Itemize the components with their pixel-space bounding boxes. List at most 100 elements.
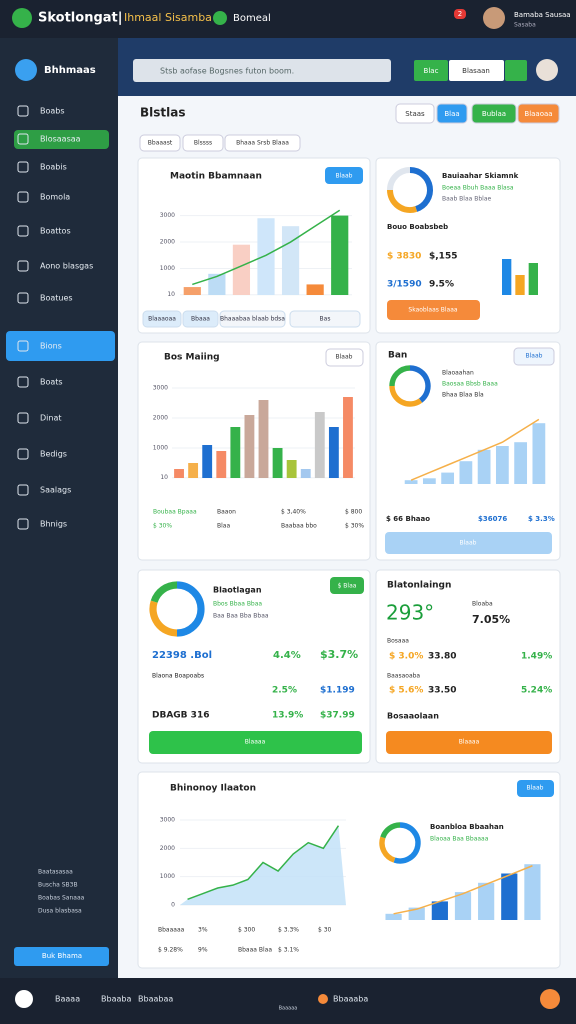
card-button[interactable]	[513, 347, 555, 366]
y-tick-label: 2000	[153, 415, 168, 422]
nav-icon	[17, 518, 29, 530]
bar	[524, 864, 541, 920]
card-button[interactable]	[149, 731, 362, 754]
legend-item: 3%	[198, 927, 208, 934]
bar	[183, 287, 201, 295]
page-button[interactable]	[395, 103, 435, 124]
tab[interactable]	[182, 134, 224, 152]
bottom-item: Baaaa	[55, 995, 80, 1004]
card-line: Bloaba	[472, 601, 493, 608]
sidebar-button[interactable]	[14, 947, 109, 966]
y-tick-label: 10	[160, 474, 168, 481]
nav-item: Boabs	[40, 107, 65, 116]
bar	[501, 873, 518, 920]
filter-button[interactable]	[449, 60, 504, 81]
flag-button[interactable]	[505, 60, 527, 81]
sub-tab[interactable]	[219, 310, 286, 328]
sub-tab[interactable]	[182, 310, 219, 328]
sidebar-button-label: Buk Bhama	[42, 952, 82, 960]
card-title: Bos Maiing	[164, 353, 220, 363]
card-button[interactable]	[325, 167, 363, 184]
nav-icon	[17, 376, 29, 388]
nav-item: Blosaasaa	[40, 135, 81, 144]
sub-tab[interactable]	[142, 310, 182, 328]
line	[192, 209, 341, 286]
tab[interactable]	[139, 134, 181, 152]
card-line: Baosaa Bbsb Baaa	[442, 381, 498, 388]
stat: 33.80	[428, 652, 456, 662]
bar	[286, 460, 297, 478]
y-tick-label: 3000	[160, 817, 175, 824]
donut-slice	[409, 365, 431, 403]
legend-item: $ 30%	[345, 523, 364, 530]
stat: 3/1590	[387, 280, 422, 290]
card-line: Blaoaahan	[442, 370, 474, 377]
card-button[interactable]	[385, 532, 552, 554]
bottom-icon	[15, 990, 33, 1008]
nav-icon	[17, 412, 29, 424]
y-tick-label: 0	[171, 902, 175, 909]
donut-slice	[409, 167, 433, 212]
card-line: Boeaa Bbuh Baaa Blasa	[442, 185, 514, 192]
tagline: Ihmaal Sisamba	[124, 11, 212, 24]
nav-icon	[17, 161, 29, 173]
nav-icon	[17, 133, 29, 145]
sidebar-footer: Baatasasaa	[38, 869, 73, 876]
nav-item: Dinat	[40, 414, 62, 423]
card-button[interactable]	[325, 348, 364, 367]
legend-item: $ 9.28%	[158, 947, 183, 954]
top-bar	[0, 0, 576, 38]
y-tick-label: 2000	[160, 845, 175, 852]
stat: 9.5%	[429, 280, 454, 290]
card-title: Ban	[388, 351, 407, 361]
bottom-icon	[540, 989, 560, 1009]
bar	[232, 244, 251, 295]
card-title: Bauiaahar Skiamnk	[442, 172, 519, 180]
card-button-label: Blaaaa	[459, 739, 480, 746]
card	[137, 771, 561, 969]
nav-item: Bhnigs	[40, 520, 67, 529]
card-line: Baa Baa Bba Bbaa	[213, 613, 269, 620]
search-button[interactable]	[414, 60, 448, 81]
bar	[385, 913, 402, 920]
page-button-label: Staas	[405, 110, 425, 118]
donut-slice	[176, 581, 205, 637]
sub-tab[interactable]	[289, 310, 361, 328]
sidebar-footer: Buscha SB3B	[38, 882, 78, 889]
page-button[interactable]	[517, 103, 560, 124]
bottom-bar	[0, 978, 576, 1024]
bar	[244, 415, 255, 478]
card-button[interactable]	[387, 300, 480, 320]
y-tick-label: 1000	[160, 873, 175, 880]
tab-label: Blssss	[194, 140, 212, 147]
card-button-label: Skaoblaas Blaaa	[408, 307, 458, 314]
stat: 5.24%	[521, 686, 552, 696]
logo	[12, 8, 32, 28]
tab-label: Bbaaast	[148, 140, 173, 147]
bottom-right: Bbaaaba	[333, 995, 368, 1004]
search-box[interactable]	[133, 59, 391, 82]
card-button[interactable]	[330, 577, 364, 594]
page-button-label: Blaaoaa	[524, 110, 552, 118]
sidebar-footer: Dusa blasbasa	[38, 908, 82, 915]
nav-active[interactable]	[14, 130, 109, 149]
bottom-item: Bbaaba	[101, 995, 131, 1004]
tab[interactable]	[224, 134, 301, 152]
line	[187, 825, 340, 901]
card-button[interactable]	[386, 731, 552, 754]
page-button[interactable]	[471, 103, 517, 124]
card-button[interactable]	[517, 780, 554, 797]
stat: $ 3.3%	[528, 515, 555, 523]
bar	[202, 445, 213, 478]
bar	[528, 263, 538, 295]
donut-slice	[389, 385, 423, 407]
card-title: Blaotlagan	[213, 586, 262, 595]
card	[375, 157, 561, 334]
nav-icon	[17, 191, 29, 203]
page-title: Blstlas	[140, 106, 186, 120]
bar	[495, 446, 509, 484]
page-button[interactable]	[436, 103, 468, 124]
nav-selected[interactable]	[6, 331, 115, 361]
legend-item: $ 3.3%	[278, 927, 299, 934]
